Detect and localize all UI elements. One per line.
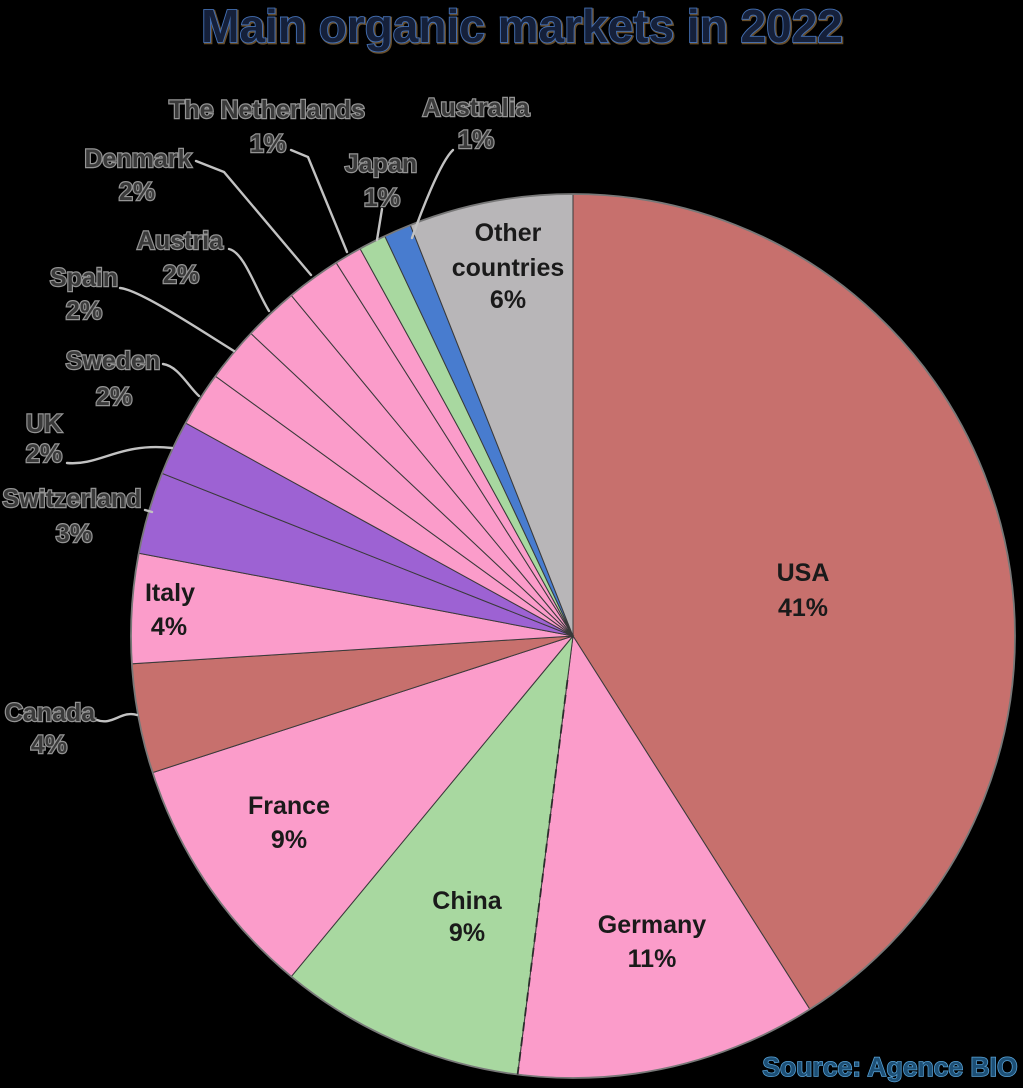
svg-text:China: China xyxy=(432,887,503,915)
svg-text:Denmark: Denmark xyxy=(85,145,192,173)
svg-text:Switzerland: Switzerland xyxy=(3,485,142,513)
svg-text:France: France xyxy=(248,792,330,820)
svg-text:Austria: Austria xyxy=(137,227,224,255)
svg-text:11%: 11% xyxy=(628,945,677,973)
svg-text:2%: 2% xyxy=(119,178,155,206)
svg-text:9%: 9% xyxy=(449,919,485,947)
svg-text:Japan: Japan xyxy=(345,150,417,178)
svg-text:4%: 4% xyxy=(31,731,67,759)
svg-text:Germany: Germany xyxy=(598,911,706,939)
svg-text:4%: 4% xyxy=(151,613,187,641)
svg-text:The Netherlands: The Netherlands xyxy=(169,96,365,124)
svg-text:41%: 41% xyxy=(778,594,828,622)
svg-text:Sweden: Sweden xyxy=(66,347,160,375)
svg-text:1%: 1% xyxy=(458,126,494,154)
svg-text:3%: 3% xyxy=(56,520,92,548)
svg-text:Main organic markets in 2022: Main organic markets in 2022 xyxy=(202,1,844,53)
svg-text:2%: 2% xyxy=(163,261,199,289)
svg-text:USA: USA xyxy=(777,559,830,587)
svg-text:6%: 6% xyxy=(490,286,526,314)
svg-text:UK: UK xyxy=(26,410,62,438)
svg-text:Spain: Spain xyxy=(50,264,118,292)
svg-text:1%: 1% xyxy=(364,184,400,212)
svg-text:2%: 2% xyxy=(66,297,102,325)
svg-text:countries: countries xyxy=(452,254,565,282)
svg-text:Main organic markets in 2022: Main organic markets in 2022 xyxy=(201,0,843,52)
svg-text:Australia: Australia xyxy=(423,94,531,122)
svg-text:2%: 2% xyxy=(96,383,132,411)
svg-text:1%: 1% xyxy=(250,130,286,158)
svg-text:9%: 9% xyxy=(271,826,307,854)
svg-text:Italy: Italy xyxy=(145,579,195,607)
svg-text:Source: Agence BIO: Source: Agence BIO xyxy=(762,1052,1017,1082)
svg-text:Other: Other xyxy=(475,219,542,247)
svg-text:2%: 2% xyxy=(26,440,62,468)
svg-text:Canada: Canada xyxy=(5,699,96,727)
